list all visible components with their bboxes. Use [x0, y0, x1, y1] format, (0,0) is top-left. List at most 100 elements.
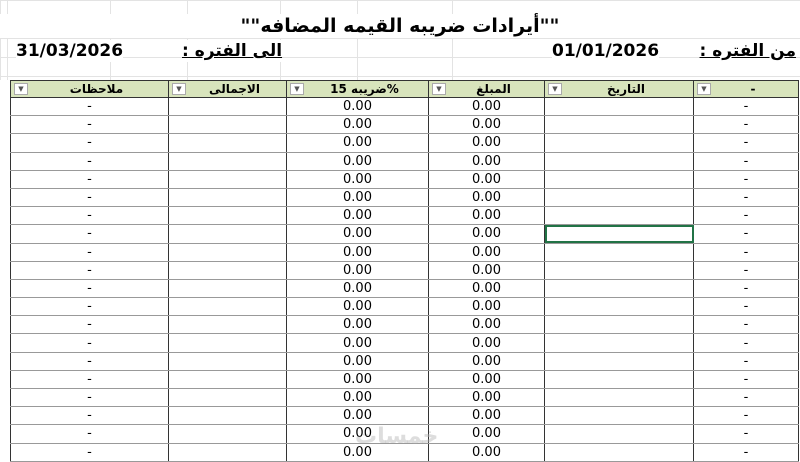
table-cell[interactable]: - [10, 279, 169, 299]
table-cell[interactable]: - [10, 352, 169, 371]
table-cell[interactable]: 0.00 [286, 315, 429, 335]
table-cell[interactable]: 0.00 [286, 97, 429, 117]
table-cell[interactable]: - [693, 261, 799, 280]
table-cell[interactable] [544, 224, 694, 244]
table-cell[interactable]: 0.00 [428, 424, 545, 444]
table-cell[interactable]: - [10, 370, 169, 390]
table-cell[interactable]: - [10, 261, 169, 280]
table-cell[interactable]: 0.00 [286, 333, 429, 353]
table-cell[interactable]: 0.00 [428, 115, 545, 135]
from-period-label[interactable]: من الفتره : [699, 40, 796, 62]
table-cell[interactable]: - [693, 352, 799, 371]
table-cell[interactable]: - [10, 170, 169, 189]
table-cell[interactable]: 0.00 [286, 406, 429, 426]
table-cell[interactable]: - [10, 188, 169, 208]
filter-dropdown-icon[interactable]: ▼ [290, 83, 304, 95]
table-cell[interactable]: - [693, 406, 799, 426]
column-header[interactable]: ▼ الاجمالى [168, 80, 287, 98]
column-header[interactable]: ▼ المبلغ [428, 80, 545, 98]
column-header[interactable]: ▼ - [693, 80, 799, 98]
filter-dropdown-icon[interactable]: ▼ [432, 83, 446, 95]
table-cell[interactable] [544, 261, 694, 280]
table-cell[interactable]: 0.00 [428, 224, 545, 244]
table-cell[interactable]: - [10, 115, 169, 135]
table-cell[interactable]: - [693, 152, 799, 171]
table-cell[interactable] [544, 388, 694, 408]
table-cell[interactable] [168, 443, 287, 462]
to-period-value[interactable]: 31/03/2026 [16, 40, 124, 62]
table-cell[interactable] [544, 133, 694, 153]
table-cell[interactable]: - [10, 333, 169, 353]
table-cell[interactable]: - [693, 224, 799, 244]
table-cell[interactable]: 0.00 [428, 133, 545, 153]
table-cell[interactable]: - [693, 315, 799, 335]
table-cell[interactable]: 0.00 [428, 188, 545, 208]
table-cell[interactable]: - [693, 206, 799, 226]
table-cell[interactable]: - [693, 388, 799, 408]
column-header[interactable]: ▼ التاريخ [544, 80, 694, 98]
table-cell[interactable] [544, 206, 694, 226]
table-cell[interactable]: - [693, 133, 799, 153]
table-cell[interactable]: - [10, 424, 169, 444]
table-cell[interactable]: - [10, 97, 169, 117]
table-cell[interactable] [544, 424, 694, 444]
table-cell[interactable]: 0.00 [286, 152, 429, 171]
table-cell[interactable] [544, 188, 694, 208]
table-cell[interactable] [544, 297, 694, 317]
table-cell[interactable]: 0.00 [286, 370, 429, 390]
table-cell[interactable]: 0.00 [286, 206, 429, 226]
table-cell[interactable]: 0.00 [286, 352, 429, 371]
table-cell[interactable]: - [693, 279, 799, 299]
filter-dropdown-icon[interactable]: ▼ [172, 83, 186, 95]
table-cell[interactable] [544, 97, 694, 117]
table-cell[interactable] [168, 224, 287, 244]
table-cell[interactable]: - [693, 443, 799, 462]
table-cell[interactable] [168, 424, 287, 444]
filter-dropdown-icon[interactable]: ▼ [14, 83, 28, 95]
table-cell[interactable] [168, 352, 287, 371]
table-cell[interactable] [544, 243, 694, 262]
table-cell[interactable]: - [693, 243, 799, 262]
table-cell[interactable] [544, 152, 694, 171]
table-cell[interactable]: 0.00 [286, 424, 429, 444]
table-cell[interactable]: 0.00 [428, 206, 545, 226]
table-cell[interactable] [544, 352, 694, 371]
table-cell[interactable]: - [693, 188, 799, 208]
table-cell[interactable]: - [693, 297, 799, 317]
table-cell[interactable]: 0.00 [286, 279, 429, 299]
table-cell[interactable]: 0.00 [428, 388, 545, 408]
table-cell[interactable]: - [10, 206, 169, 226]
table-cell[interactable] [168, 333, 287, 353]
table-cell[interactable] [168, 261, 287, 280]
to-period-label[interactable]: الى الفتره : [182, 40, 283, 62]
column-header[interactable]: ▼ ضريبه 15% [286, 80, 429, 98]
table-cell[interactable]: - [10, 133, 169, 153]
table-cell[interactable]: 0.00 [428, 243, 545, 262]
table-cell[interactable] [544, 443, 694, 462]
table-cell[interactable] [544, 315, 694, 335]
table-cell[interactable]: 0.00 [286, 133, 429, 153]
table-cell[interactable]: 0.00 [286, 115, 429, 135]
table-cell[interactable] [168, 97, 287, 117]
table-cell[interactable]: 0.00 [428, 333, 545, 353]
table-cell[interactable]: - [10, 315, 169, 335]
table-cell[interactable] [168, 279, 287, 299]
table-cell[interactable]: 0.00 [286, 170, 429, 189]
table-cell[interactable] [544, 279, 694, 299]
table-cell[interactable]: - [10, 297, 169, 317]
table-cell[interactable]: - [10, 224, 169, 244]
table-cell[interactable]: 0.00 [428, 315, 545, 335]
table-cell[interactable]: 0.00 [428, 152, 545, 171]
table-cell[interactable]: 0.00 [428, 279, 545, 299]
table-cell[interactable]: 0.00 [286, 243, 429, 262]
table-cell[interactable]: 0.00 [428, 170, 545, 189]
table-cell[interactable]: 0.00 [286, 188, 429, 208]
table-cell[interactable]: - [693, 115, 799, 135]
table-cell[interactable] [168, 297, 287, 317]
table-cell[interactable]: - [10, 406, 169, 426]
table-cell[interactable]: - [10, 443, 169, 462]
table-cell[interactable]: - [693, 424, 799, 444]
table-cell[interactable]: 0.00 [428, 352, 545, 371]
table-cell[interactable]: - [693, 333, 799, 353]
table-cell[interactable] [168, 188, 287, 208]
